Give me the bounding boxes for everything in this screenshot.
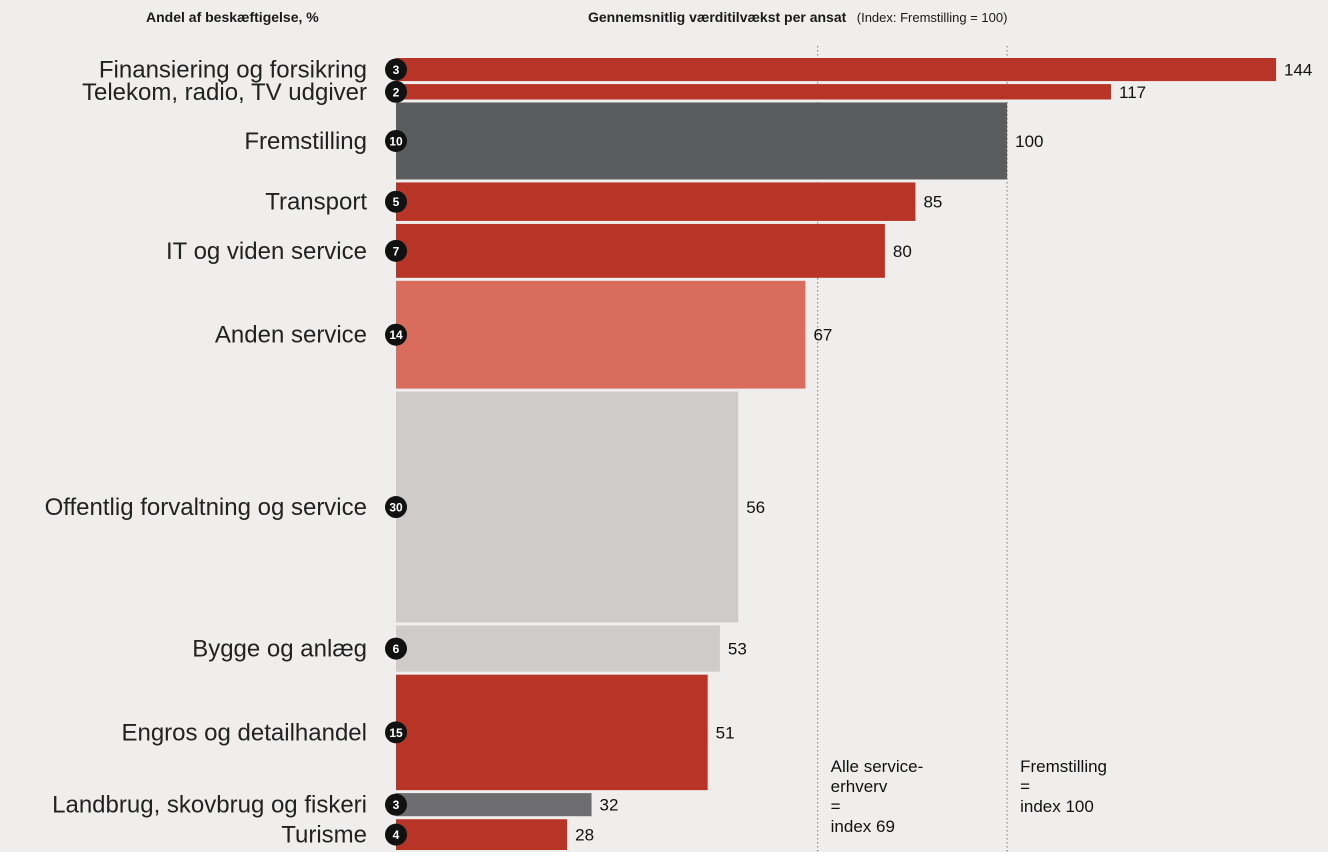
bar	[396, 223, 885, 278]
share-badge	[385, 323, 407, 346]
share-badge	[385, 190, 407, 213]
bar	[396, 84, 1111, 100]
share-badge	[385, 80, 407, 103]
share-badge-label: 15	[389, 726, 403, 740]
value-label: 32	[600, 796, 619, 815]
value-label: 144	[1284, 61, 1312, 80]
share-badge-label: 6	[393, 642, 400, 656]
share-badge	[385, 721, 407, 744]
header-right-title: Gennemsnitlig værditilvækst per ansat	[588, 9, 847, 25]
share-badge-label: 4	[393, 828, 400, 842]
value-label: 51	[716, 723, 735, 742]
share-badge	[385, 239, 407, 262]
share-badge	[385, 793, 407, 816]
category-label: Turisme	[281, 822, 367, 849]
share-badge-label: 30	[389, 501, 403, 515]
category-label: IT og viden service	[166, 238, 367, 265]
reference-label: =	[831, 797, 841, 816]
value-label: 28	[575, 826, 594, 845]
bar	[396, 674, 708, 791]
reference-label: =	[1020, 777, 1030, 796]
share-badge	[385, 637, 407, 660]
header-right: Gennemsnitlig værditilvækst per ansat (I…	[588, 9, 1007, 27]
reference-label: index 100	[1020, 797, 1094, 816]
reference-label: index 69	[831, 817, 895, 836]
value-label: 67	[813, 326, 832, 345]
reference-label: Alle service-	[831, 757, 924, 776]
share-badge	[385, 58, 407, 81]
reference-label: Fremstilling	[1020, 757, 1107, 776]
header-left-title: Andel af beskæftigelse, %	[146, 9, 319, 25]
bar	[396, 391, 739, 623]
share-badge-label: 5	[393, 195, 400, 209]
value-label: 80	[893, 242, 912, 261]
reference-label: erhverv	[831, 777, 888, 796]
share-badge	[385, 823, 407, 846]
value-label: 100	[1015, 132, 1043, 151]
category-label: Engros og detailhandel	[121, 719, 367, 746]
header-right-note: (Index: Fremstilling = 100)	[856, 10, 1008, 25]
category-label: Telekom, radio, TV udgiver	[82, 79, 367, 106]
bar	[396, 793, 592, 817]
share-badge-label: 7	[393, 244, 400, 258]
value-label: 56	[746, 498, 765, 517]
category-label: Fremstilling	[244, 128, 367, 155]
share-badge	[385, 129, 407, 152]
value-label: 85	[923, 193, 942, 212]
bar	[396, 58, 1276, 82]
value-label: 53	[728, 640, 747, 659]
bar	[396, 625, 720, 672]
bar	[396, 280, 806, 389]
category-label: Finansiering og forsikring	[99, 57, 367, 84]
share-badge-label: 3	[393, 798, 400, 812]
category-label: Offentlig forvaltning og service	[45, 494, 367, 521]
category-label: Landbrug, skovbrug og fiskeri	[52, 792, 367, 819]
category-label: Bygge og anlæg	[192, 636, 367, 663]
category-label: Transport	[265, 189, 367, 216]
bar	[396, 182, 916, 221]
value-label: 117	[1119, 83, 1146, 102]
bar	[396, 819, 568, 850]
share-badge	[385, 496, 407, 519]
bar	[396, 102, 1008, 180]
category-label: Anden service	[215, 322, 367, 349]
share-badge-label: 3	[393, 63, 400, 77]
share-badge-label: 2	[393, 85, 400, 99]
share-badge-label: 10	[389, 134, 403, 148]
share-badge-label: 14	[389, 328, 403, 342]
